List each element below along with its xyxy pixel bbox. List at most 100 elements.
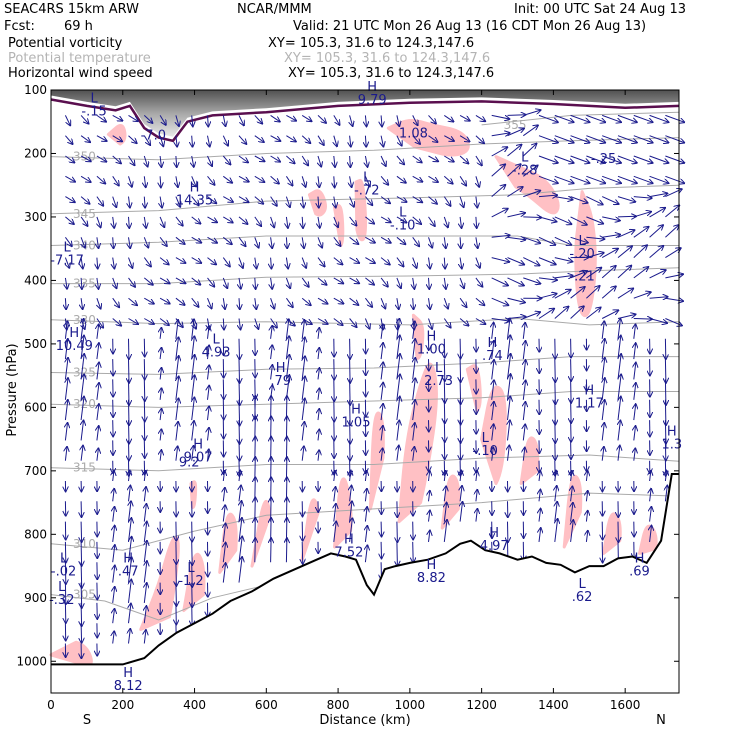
wind-vector-48 <box>81 541 82 566</box>
wind-vector-631 <box>476 257 480 268</box>
wind-vector-2 <box>65 155 74 163</box>
wind-vector-64 <box>96 318 103 328</box>
wind-vector-516 <box>396 135 402 146</box>
extremum-value-5: -.25 <box>591 152 616 167</box>
wind-vector-493 <box>381 135 383 147</box>
wind-vector-216 <box>192 155 194 167</box>
wind-vector-295 <box>239 257 243 268</box>
pv-blob-14 <box>638 524 658 555</box>
wind-vector-868 <box>649 175 669 183</box>
wind-vector-756 <box>570 135 590 143</box>
wind-vector-308 <box>239 501 242 522</box>
wind-vector-808 <box>601 286 616 299</box>
x-tick-label-400: 400 <box>183 698 206 712</box>
pv-blob-9 <box>440 474 461 530</box>
wind-vector-518 <box>396 175 406 183</box>
wind-vector-468 <box>350 518 353 542</box>
wind-vector-741 <box>554 276 573 278</box>
wind-vector-312 <box>254 115 262 123</box>
wind-vector-755 <box>570 114 590 122</box>
wind-vector-220 <box>191 236 202 242</box>
wind-vector-256 <box>208 449 209 461</box>
wind-vector-832 <box>618 319 620 339</box>
wind-vector-585 <box>443 196 450 206</box>
wind-vector-745 <box>555 359 556 382</box>
extremum-type-25: H <box>427 558 437 573</box>
terrain-line <box>51 473 679 666</box>
wind-vector-740 <box>554 257 573 262</box>
wind-vector-561 <box>428 155 439 161</box>
wind-vector-539 <box>412 155 422 162</box>
wind-vector-175 <box>160 368 161 380</box>
wind-vector-669 <box>507 145 522 157</box>
wind-vector-607 <box>460 196 464 208</box>
wind-vector-393 <box>302 338 305 360</box>
wind-vector-569 <box>429 318 433 329</box>
wind-vector-164 <box>160 155 161 167</box>
wind-vector-204 <box>176 422 178 441</box>
y-tick-label-1000: 1000 <box>16 654 47 668</box>
wind-vector-701 <box>523 341 525 360</box>
wind-vector-87 <box>113 237 114 248</box>
wind-vector-530 <box>397 397 400 421</box>
wind-vector-816 <box>602 447 604 461</box>
wind-vector-730 <box>539 490 540 502</box>
pv-blob-5 <box>300 498 320 562</box>
wind-vector-189 <box>176 135 177 147</box>
wind-vector-12 <box>65 339 67 360</box>
wind-vector-540 <box>412 175 423 181</box>
wind-vector-42 <box>81 397 84 421</box>
wind-vector-495 <box>380 175 388 184</box>
wind-vector-123 <box>129 420 130 444</box>
wind-vector-416 <box>318 368 319 380</box>
wind-vector-316 <box>254 196 263 204</box>
extremum-type-2: H <box>367 80 377 95</box>
wind-vector-600 <box>444 486 446 502</box>
wind-vector-803 <box>601 196 618 204</box>
wind-vector-462 <box>350 420 351 444</box>
wind-vector-317 <box>254 216 261 226</box>
wind-vector-166 <box>160 196 162 208</box>
wind-vector-500 <box>380 277 388 287</box>
wind-vector-465 <box>350 471 351 482</box>
wind-vector-117 <box>128 297 138 305</box>
wind-vector-193 <box>175 216 183 226</box>
wind-vector-395 <box>302 377 305 400</box>
wind-vector-397 <box>302 422 304 441</box>
wind-vector-624 <box>475 114 485 121</box>
wind-vector-165 <box>160 176 161 187</box>
wind-vector-650 <box>491 209 508 218</box>
wind-vector-145 <box>144 318 154 324</box>
wind-vector-508 <box>381 426 383 441</box>
wind-vector-591 <box>443 318 450 328</box>
y-tick-label-300: 300 <box>24 210 47 224</box>
wind-vector-219 <box>191 216 201 224</box>
wind-vector-156 <box>144 522 147 542</box>
wind-vector-457 <box>349 318 357 328</box>
wind-vector-621 <box>460 471 461 482</box>
wind-vector-603 <box>459 114 470 120</box>
wind-vector-293 <box>238 216 248 224</box>
wind-vector-776 <box>571 520 574 542</box>
wind-vector-823 <box>617 155 637 163</box>
wind-vector-83 <box>112 155 121 163</box>
wind-vector-446 <box>334 522 336 542</box>
wind-vector-697 <box>523 277 540 284</box>
wind-vector-398 <box>302 446 304 461</box>
wind-vector-560 <box>428 135 438 142</box>
wind-vector-716 <box>538 216 556 222</box>
wind-vector-780 <box>586 175 605 183</box>
wind-vector-613 <box>459 318 468 326</box>
wind-vector-731 <box>539 509 541 522</box>
wind-vector-700 <box>523 323 525 339</box>
extremum-type-21: H <box>193 437 203 452</box>
extremum-type-32: H <box>635 552 645 567</box>
pv-blob-18 <box>307 189 327 217</box>
wind-vector-347 <box>271 345 273 360</box>
wind-vector-299 <box>239 338 240 359</box>
isentrope-label-350: 350 <box>73 150 96 164</box>
wind-vector-223 <box>191 297 199 307</box>
field-theta-name: Potential temperature <box>8 51 151 66</box>
wind-vector-828 <box>617 246 632 258</box>
